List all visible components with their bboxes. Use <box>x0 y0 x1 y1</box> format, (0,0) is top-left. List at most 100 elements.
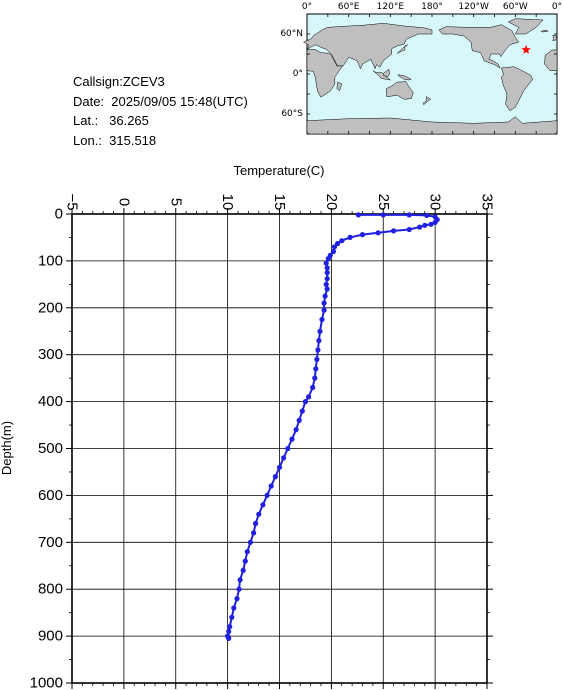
date-label: Date: 2025/09/05 15:48(UTC) <box>73 93 248 109</box>
x-tick-label: 30 <box>427 194 444 211</box>
map-longitude-labels: 0° 60°E 120°E 180° 120°W 60°W 0° <box>302 2 562 12</box>
map-land <box>302 18 558 135</box>
land-mass <box>397 44 408 54</box>
map-lon-label: 0° <box>302 2 312 12</box>
station-marker-star-icon <box>521 44 531 54</box>
data-point <box>428 221 434 227</box>
horizontal-gridlines <box>72 260 487 637</box>
data-point <box>268 483 274 489</box>
data-point <box>417 224 423 230</box>
data-point <box>324 270 330 276</box>
data-point <box>324 265 330 271</box>
data-point <box>312 375 318 381</box>
data-point <box>299 408 305 414</box>
data-point <box>281 455 287 461</box>
data-point <box>321 307 327 313</box>
data-point <box>247 539 253 545</box>
y-axis-title: Depth(m) <box>0 421 14 475</box>
data-point <box>330 248 336 255</box>
data-point <box>244 549 250 555</box>
y-tick-label: 400 <box>38 393 63 410</box>
y-tick-label: 100 <box>38 252 63 269</box>
data-point <box>406 226 412 233</box>
data-point <box>347 234 353 240</box>
data-point <box>375 230 381 236</box>
data-point <box>325 256 331 262</box>
data-point <box>315 347 321 353</box>
y-tick-label: 200 <box>38 299 63 316</box>
x-tick-label: 20 <box>323 194 340 211</box>
temperature-series <box>225 212 440 642</box>
land-mass <box>372 70 392 81</box>
x-tick-label: 15 <box>271 194 288 211</box>
data-point <box>260 502 266 508</box>
data-point <box>306 394 312 400</box>
data-point <box>264 492 270 498</box>
data-point <box>242 558 248 564</box>
x-axis-title: Temperature(C) <box>233 163 324 178</box>
land-mass <box>306 49 343 98</box>
x-tick-label: 35 <box>479 194 496 211</box>
data-point <box>272 474 278 480</box>
data-point <box>319 316 325 323</box>
y-tick-label: 600 <box>38 487 63 504</box>
land-mass <box>540 29 549 33</box>
y-tick-label: 0 <box>55 206 63 223</box>
data-point <box>339 238 345 244</box>
longitude-label: Lon.: 315.518 <box>73 132 157 148</box>
data-point <box>422 222 428 228</box>
data-point <box>296 417 302 423</box>
land-mass <box>385 81 414 100</box>
map-lat-label: 60°N <box>280 29 303 39</box>
data-point <box>253 520 259 527</box>
map-lon-label: 60°E <box>338 2 360 12</box>
data-point <box>335 240 341 247</box>
map-lon-label: 120°E <box>377 2 405 12</box>
temperature-profile-chart: −5 0 5 10 15 20 25 30 35 01002003004005006007008… <box>0 163 496 690</box>
data-point <box>289 436 295 442</box>
data-point <box>424 212 430 218</box>
data-point <box>324 276 330 282</box>
x-tick-label: 25 <box>375 194 392 211</box>
data-point <box>380 212 386 218</box>
data-point <box>229 614 235 620</box>
callsign-label: Callsign:ZCEV3 <box>73 74 165 89</box>
data-point <box>293 427 299 433</box>
land-mass <box>507 18 544 35</box>
data-point <box>359 232 366 238</box>
data-point <box>313 366 319 372</box>
x-tick-label: 0 <box>115 198 132 206</box>
data-point <box>317 328 323 334</box>
map-lat-label: 60°S <box>281 109 303 119</box>
data-point <box>237 577 243 583</box>
data-point <box>316 338 322 344</box>
land-mass <box>306 38 309 42</box>
land-mass <box>544 49 558 71</box>
data-point <box>236 586 242 592</box>
map-lon-label: 60°W <box>503 2 528 12</box>
data-point <box>323 260 329 266</box>
depth-tick-labels: 0 100 200 300 400 500 600 700 800 900 1000 <box>30 206 63 690</box>
data-point <box>331 244 338 250</box>
map-lon-label: 180° <box>421 2 443 12</box>
y-tick-label: 800 <box>38 581 63 598</box>
data-point <box>432 219 438 225</box>
land-mass <box>552 35 558 42</box>
x-tick-label: 5 <box>167 198 184 206</box>
land-mass <box>501 66 533 112</box>
location-map: 0° 60°E 120°E 180° 120°W 60°W 0° 60°N 0° 60°S <box>280 2 562 135</box>
latitude-label: Lat.: 36.265 <box>73 113 149 128</box>
y-tick-label: 900 <box>38 628 63 645</box>
map-lon-label: 0° <box>552 2 562 12</box>
x-tick-label: 10 <box>219 194 236 211</box>
y-tick-label: 500 <box>38 440 63 457</box>
land-mass <box>336 81 343 92</box>
data-point <box>276 464 283 470</box>
data-point <box>240 567 246 574</box>
data-point <box>322 293 328 299</box>
y-tick-label: 1000 <box>30 675 63 690</box>
land-mass <box>422 96 432 106</box>
map-lat-label: 0° <box>293 69 303 79</box>
y-tick-label: 700 <box>38 534 63 551</box>
data-point <box>323 281 329 287</box>
